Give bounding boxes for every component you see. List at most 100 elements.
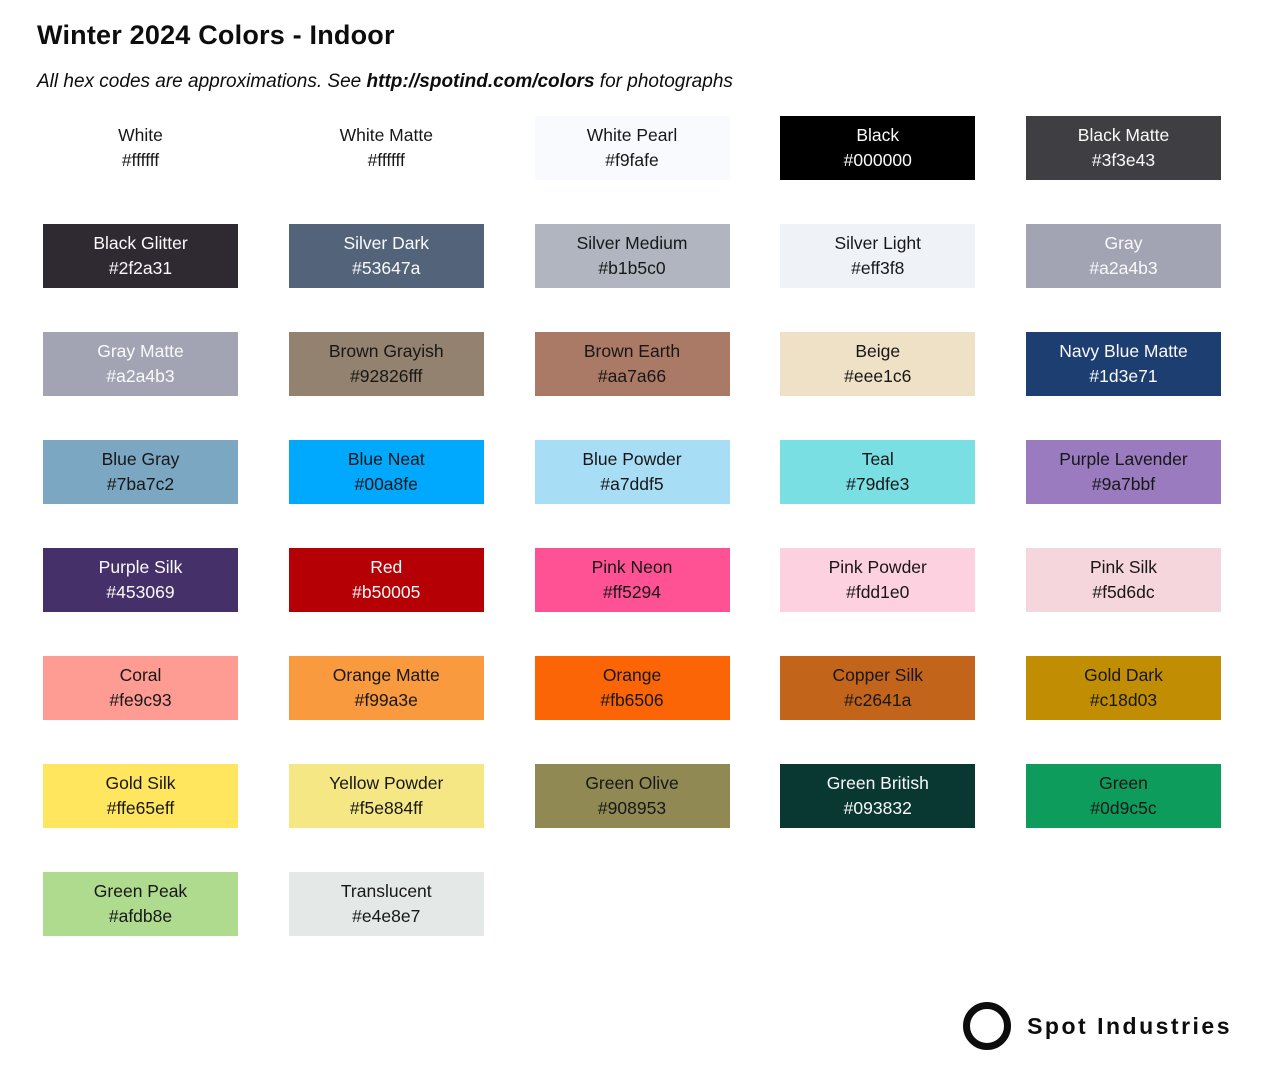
brand-name: Spot Industries xyxy=(1027,1012,1232,1039)
color-swatch: Teal #79dfe3 xyxy=(780,440,976,504)
color-swatch: Translucent #e4e8e7 xyxy=(288,872,484,936)
color-name: Green British xyxy=(826,773,929,793)
color-name: Pink Powder xyxy=(828,557,927,577)
color-swatch: Coral #fe9c93 xyxy=(43,656,238,720)
color-name: Red xyxy=(370,557,403,577)
color-name: Navy Blue Matte xyxy=(1059,341,1188,361)
color-name: White Matte xyxy=(339,125,433,145)
color-swatch: White Matte #ffffff xyxy=(288,116,484,180)
color-swatch: Red #b50005 xyxy=(288,548,484,612)
color-hex: #eee1c6 xyxy=(844,366,912,386)
color-swatch: Blue Gray #7ba7c2 xyxy=(43,440,238,504)
color-hex: #a2a4b3 xyxy=(106,366,175,386)
color-name: Copper Silk xyxy=(832,665,923,685)
color-hex: #fdd1e0 xyxy=(846,582,910,602)
color-swatch: Green Peak #afdb8e xyxy=(43,872,238,936)
swatch-grid: White #ffffff White Matte #ffffff White … xyxy=(43,116,1221,936)
color-name: Beige xyxy=(855,341,901,361)
color-swatch: Blue Neat #00a8fe xyxy=(288,440,484,504)
color-name: Purple Silk xyxy=(98,557,183,577)
color-hex: #ffffff xyxy=(121,150,160,170)
color-swatch: White Pearl #f9fafe xyxy=(534,116,730,180)
color-hex: #f9fafe xyxy=(605,150,659,170)
color-swatch: Green Olive #908953 xyxy=(534,764,730,828)
color-name: Black Glitter xyxy=(93,233,188,253)
color-name: Blue Gray xyxy=(101,449,180,469)
color-name: Blue Powder xyxy=(582,449,682,469)
color-swatch: White #ffffff xyxy=(43,116,238,180)
color-hex: #afdb8e xyxy=(108,906,173,926)
color-swatch: Purple Silk #453069 xyxy=(43,548,238,612)
subtitle: All hex codes are approximations. See ht… xyxy=(37,71,733,93)
color-swatch: Gray #a2a4b3 xyxy=(1026,224,1221,288)
page-title: Winter 2024 Colors - Indoor xyxy=(37,20,395,50)
color-swatch: Silver Dark #53647a xyxy=(288,224,484,288)
color-name: Orange Matte xyxy=(332,665,440,685)
color-name: Gold Silk xyxy=(105,773,176,793)
color-hex: #3f3e43 xyxy=(1091,150,1156,170)
color-name: Silver Dark xyxy=(343,233,430,253)
color-swatch: Black Matte #3f3e43 xyxy=(1026,116,1221,180)
color-name: Green xyxy=(1099,773,1148,793)
color-swatch: Green #0d9c5c xyxy=(1026,764,1221,828)
color-swatch: Gold Dark #c18d03 xyxy=(1026,656,1221,720)
color-hex: #9a7bbf xyxy=(1091,474,1156,494)
color-hex: #e4e8e7 xyxy=(352,906,421,926)
color-name: Orange xyxy=(602,665,662,685)
ring-icon xyxy=(963,1002,1012,1050)
color-swatch: Pink Powder #fdd1e0 xyxy=(780,548,976,612)
color-hex: #908953 xyxy=(597,798,667,818)
color-name: Pink Silk xyxy=(1089,557,1158,577)
color-hex: #eff3f8 xyxy=(851,258,905,278)
color-swatch: Pink Neon #ff5294 xyxy=(534,548,730,612)
color-swatch: Copper Silk #c2641a xyxy=(780,656,976,720)
color-hex: #a7ddf5 xyxy=(600,474,664,494)
color-swatch: Brown Grayish #92826fff xyxy=(288,332,484,396)
color-hex: #53647a xyxy=(352,258,421,278)
color-swatch: Brown Earth #aa7a66 xyxy=(534,332,730,396)
color-name: Green Peak xyxy=(93,881,188,901)
color-name: Yellow Powder xyxy=(329,773,444,793)
color-name: Green Olive xyxy=(585,773,679,793)
color-name: Silver Light xyxy=(834,233,922,253)
color-hex: #7ba7c2 xyxy=(106,474,175,494)
color-name: Gray xyxy=(1104,233,1143,253)
colors-url: http://spotind.com/colors xyxy=(366,71,595,92)
color-hex: #aa7a66 xyxy=(597,366,667,386)
color-hex: #a2a4b3 xyxy=(1089,258,1158,278)
subtitle-prefix: All hex codes are approximations. See xyxy=(37,71,367,92)
color-hex: #0d9c5c xyxy=(1090,798,1157,818)
color-swatch: Purple Lavender #9a7bbf xyxy=(1026,440,1221,504)
brand-logo: Spot Industries xyxy=(963,1002,1232,1050)
color-hex: #093832 xyxy=(843,798,912,818)
color-hex: #fb6506 xyxy=(600,690,664,710)
color-name: White xyxy=(118,125,163,145)
color-hex: #c18d03 xyxy=(1089,690,1158,710)
color-swatch: Blue Powder #a7ddf5 xyxy=(534,440,730,504)
color-hex: #000000 xyxy=(843,150,912,170)
color-swatch: Beige #eee1c6 xyxy=(780,332,976,396)
color-hex: #f5d6dc xyxy=(1092,582,1155,602)
color-hex: #b1b5c0 xyxy=(598,258,666,278)
color-name: Blue Neat xyxy=(347,449,425,469)
color-hex: #ffe65eff xyxy=(106,798,175,818)
color-swatch: Orange Matte #f99a3e xyxy=(288,656,484,720)
color-hex: #f5e884ff xyxy=(349,798,423,818)
color-swatch: Gray Matte #a2a4b3 xyxy=(43,332,238,396)
color-swatch: Black #000000 xyxy=(780,116,976,180)
color-name: Coral xyxy=(119,665,162,685)
color-hex: #1d3e71 xyxy=(1089,366,1158,386)
color-swatch: Silver Light #eff3f8 xyxy=(780,224,976,288)
color-swatch: Black Glitter #2f2a31 xyxy=(43,224,238,288)
color-name: Gold Dark xyxy=(1084,665,1163,685)
color-hex: #fe9c93 xyxy=(109,690,172,710)
color-name: Brown Earth xyxy=(583,341,681,361)
color-hex: #f99a3e xyxy=(354,690,418,710)
color-name: Gray Matte xyxy=(97,341,184,361)
color-name: Translucent xyxy=(340,881,432,901)
color-name: Black Matte xyxy=(1077,125,1170,145)
color-name: Silver Medium xyxy=(576,233,688,253)
color-swatch: Gold Silk #ffe65eff xyxy=(43,764,238,828)
color-hex: #c2641a xyxy=(844,690,912,710)
